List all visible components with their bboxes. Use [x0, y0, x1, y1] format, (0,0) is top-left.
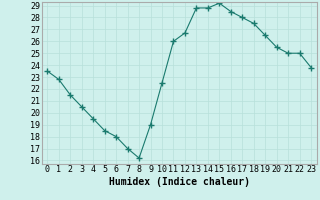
- X-axis label: Humidex (Indice chaleur): Humidex (Indice chaleur): [109, 177, 250, 187]
